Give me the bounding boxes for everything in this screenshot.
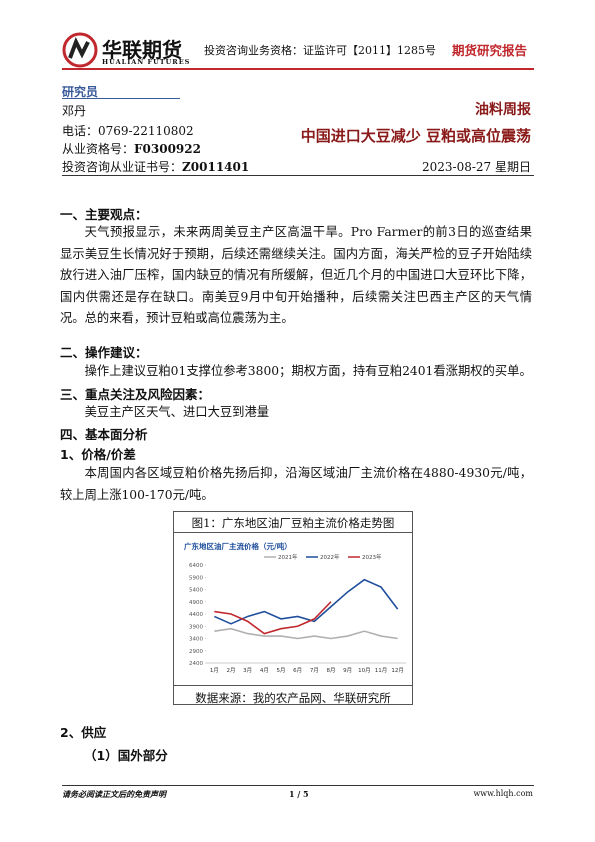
cert-number: Z0011401 [182,160,250,174]
y-tick-label: 4900 [189,600,203,606]
y-tick-label: 2900 [189,649,203,655]
disclaimer: 请务必阅读正文后的免责声明 [62,789,166,799]
section-heading: 四、基本面分析 [60,427,148,442]
figure-caption: 图1：广东地区油厂豆粕主流价格走势图 [174,512,412,533]
section-heading: 三、重点关注及风险因素： [60,387,211,402]
footer-rule [62,785,534,786]
chart: 广东地区油厂主流价格（元/吨） 2400 2900 3400 3900 4400 4900 5… [184,541,406,674]
report-subtitle: 中国进口大豆减少 豆粕或高位震荡 [300,127,531,145]
x-tick-label: 4月 [260,667,269,674]
x-tick-label: 6月 [293,667,302,674]
series-line [214,578,399,625]
series-line [214,601,332,635]
y-tick-label: 4400 [189,612,203,618]
report-title: 油料周报 [475,102,531,118]
paragraph: 本周国内各区域豆粕价格先扬后抑，沿海区域油厂主流价格在4880-4930元/吨，… [60,466,532,502]
chart-title: 广东地区油厂主流价格（元/吨） [184,541,292,551]
x-tick-label: 8月 [327,667,336,674]
y-tick-label: 6400 [189,563,203,569]
series-line [214,627,398,640]
logo-en: HUALIAN FUTURES [102,58,191,66]
x-tick-label: 5月 [277,667,286,674]
qual-label: 从业资格号： [62,142,135,156]
report-date: 2023-08-27 星期日 [421,160,531,174]
y-tick-label: 3900 [189,624,203,630]
site-url: www.hlqh.com [473,789,533,798]
paragraph: 操作上建议豆粕01支撑位参考3800；期权方面，持有豆粕2401看涨期权的买单。 [84,364,532,378]
page-number: 1 / 5 [289,789,309,799]
analyst-label: 研究员 [62,85,99,99]
section-heading: 二、操作建议： [60,345,148,360]
legend-label: 2022年 [320,553,340,561]
x-tick-label: 10月 [358,667,371,674]
x-tick-label: 11月 [375,667,388,674]
logo-icon [62,32,98,68]
analyst-phone: 电话：0769-22110802 [62,124,194,138]
report-type: 期货研究报告 [452,43,528,58]
x-tick-label: 9月 [343,667,352,674]
cert-label: 投资咨询从业证书号： [62,160,183,174]
qual-number: F0300922 [134,142,201,156]
header-rule [62,68,534,70]
section-heading: 1、价格/价差 [60,447,136,462]
y-tick-label: 3400 [189,637,203,643]
x-tick-label: 2月 [227,667,236,674]
x-tick-label: 1月 [210,667,219,674]
x-tick-label: 12月 [391,667,404,674]
y-tick-label: 5900 [189,575,203,581]
paragraph: 美豆主产区天气、进口大豆到港量 [84,405,270,419]
y-tick-label: 2400 [189,661,203,667]
paragraph: 天气预报显示，未来两周美豆主产区高温干旱。Pro Farmer的前3日的巡查结果… [60,225,532,325]
legend-label: 2021年 [278,553,298,561]
qualification: 从业资格号：F0300922 [62,140,201,157]
license: 投资咨询业务资格：证监许可【2011】1285号 [204,44,436,57]
legend-label: 2023年 [362,553,382,561]
analyst-name: 邓丹 [62,104,87,118]
figure-source: 数据来源：我的农产品网、华联研究所 [174,685,412,706]
x-tick-label: 7月 [310,667,319,674]
figure: 图1：广东地区油厂豆粕主流价格走势图 广东地区油厂主流价格（元/吨） 2400 29… [173,511,413,705]
section-heading: 一、主要观点： [60,207,148,222]
logo-cn: 华联期货 [102,38,182,62]
title-rule [62,175,534,176]
y-tick-label: 5400 [189,588,203,594]
analyst-rule [62,98,180,99]
section-heading: 2、供应 [60,725,107,740]
certificate: 投资咨询从业证书号：Z0011401 [62,158,249,175]
sub-heading: （1）国外部分 [84,748,168,763]
x-tick-label: 3月 [243,667,252,674]
